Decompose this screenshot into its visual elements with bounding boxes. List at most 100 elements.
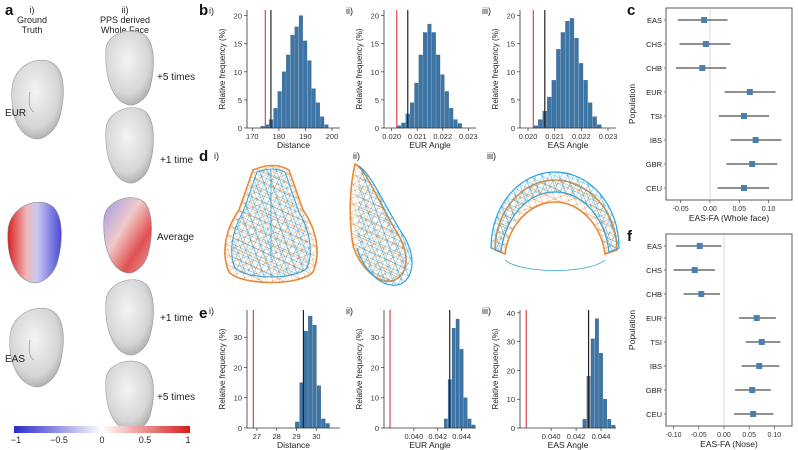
x-tick-label: 0.044 [452, 432, 471, 441]
hist-bar [316, 385, 321, 429]
population-label: CEU [646, 410, 662, 419]
hist-bar [290, 35, 295, 129]
col2-line1: PPS derived [99, 15, 151, 25]
plot-frame [665, 7, 793, 201]
population-label: EUR [646, 88, 662, 97]
population-label: IBS [650, 136, 662, 145]
x-axis-label: EUR Angle [409, 140, 451, 150]
roman-label: i) [209, 306, 214, 316]
hist-bar [599, 353, 603, 429]
label-plus5-top: +5 times [157, 72, 196, 83]
x-tick-label: 28 [273, 432, 281, 441]
hist-bar [578, 63, 584, 129]
roman-label: ii) [346, 306, 353, 316]
hist-bar [273, 108, 278, 129]
colorbar-tick-1: −0.5 [50, 435, 68, 445]
col2-roman: ii) [121, 5, 129, 15]
panel-f-letter: f [627, 228, 632, 245]
roman-label: i) [209, 6, 214, 16]
panel-d-roman-ii: ii) [353, 151, 360, 161]
y-tick-label: 10 [507, 68, 515, 77]
y-tick-label: 15 [507, 40, 515, 49]
x-tick-label: 0.00 [717, 432, 731, 439]
population-label: TSI [650, 112, 662, 121]
y-tick-label: 20 [234, 12, 242, 21]
point-estimate [756, 363, 763, 369]
x-axis-label: EAS-FA (Nose) [700, 439, 758, 449]
x-tick-label: 0.040 [404, 432, 423, 441]
hist-bar [582, 419, 587, 429]
hist-bar [457, 123, 462, 129]
population-label: CHB [646, 290, 662, 299]
hist-bar [603, 399, 608, 429]
hist-bar [315, 102, 320, 129]
hist-bar [308, 315, 313, 429]
hist-bar [611, 424, 616, 429]
point-estimate [691, 267, 698, 273]
hist-bar [569, 18, 575, 129]
hist-b-ii: ii) 0 5 10 15 20 0.020 0.021 0.022 0.023 EUR Angle… [346, 6, 478, 150]
hist-bar [277, 91, 282, 129]
hist-bar [590, 338, 595, 429]
point-estimate [746, 89, 753, 95]
x-tick-label: 0.020 [382, 132, 401, 141]
hist-bar [320, 116, 325, 129]
x-tick-label: -0.05 [691, 432, 707, 439]
hist-bar [556, 49, 561, 129]
population-label: EAS [647, 16, 662, 25]
panel-d-roman-iii: iii) [487, 151, 496, 161]
x-tick-label: 190 [299, 132, 312, 141]
colorbar-tick-3: 0.5 [138, 435, 152, 445]
hist-bar [594, 318, 599, 429]
y-tick-label: 0 [238, 424, 242, 433]
hist-bar [449, 108, 454, 129]
point-estimate [699, 65, 706, 71]
hist-bar [324, 124, 329, 129]
hist-bar [431, 32, 436, 129]
hist-bar [321, 418, 326, 429]
hist-bar [560, 32, 566, 129]
col1-roman: i) [29, 5, 35, 15]
hist-b-iii: iii) 0 5 10 15 20 0.020 0.021 0.022 0.023 EAS Angl… [482, 6, 618, 150]
panel-b-letter: b [199, 2, 209, 19]
mesh-frontal-view [224, 164, 318, 284]
hist-bar [440, 74, 445, 129]
y-axis-label: Relative frequency (%) [491, 328, 500, 409]
y-tick-label: 0 [511, 124, 515, 133]
hist-bar [587, 102, 593, 129]
x-tick-label: 0.05 [742, 432, 756, 439]
col1-line2: Truth [21, 25, 43, 35]
y-tick-label: 30 [507, 338, 515, 347]
x-tick-label: 27 [253, 432, 261, 441]
x-tick-label: 0.023 [459, 132, 478, 141]
hist-bar [294, 26, 299, 129]
colorbar-tick-0: −1 [10, 435, 22, 445]
x-tick-label: 0.023 [599, 132, 618, 141]
hist-bar [565, 21, 570, 129]
face-plus5-eas [105, 360, 154, 432]
hist-bar [444, 91, 449, 129]
panel-e-letter: e [199, 305, 208, 322]
population-label: EUR [646, 314, 662, 323]
hist-bar [455, 318, 460, 429]
hist-bar [471, 424, 476, 429]
point-estimate [702, 41, 709, 47]
y-tick-label: 15 [371, 40, 379, 49]
hist-bar [311, 88, 316, 129]
x-tick-label: 0.10 [762, 206, 776, 213]
hist-bar [551, 80, 556, 129]
x-tick-label: 0.040 [542, 432, 561, 441]
face-plus1-eur [105, 107, 154, 184]
y-tick-label: 0 [375, 424, 379, 433]
x-tick-label: -0.10 [666, 432, 682, 439]
x-axis-label: Distance [277, 440, 310, 450]
x-axis-label: EAS-FA (Whole face) [689, 213, 769, 223]
panel-c-letter: c [627, 2, 636, 19]
population-label: TSI [650, 338, 662, 347]
y-axis-label: Relative frequency (%) [218, 28, 227, 109]
y-tick-label: 20 [371, 363, 379, 372]
population-label: CHS [646, 40, 662, 49]
y-tick-label: 10 [234, 394, 242, 403]
row-label-eas: EAS [5, 354, 26, 365]
